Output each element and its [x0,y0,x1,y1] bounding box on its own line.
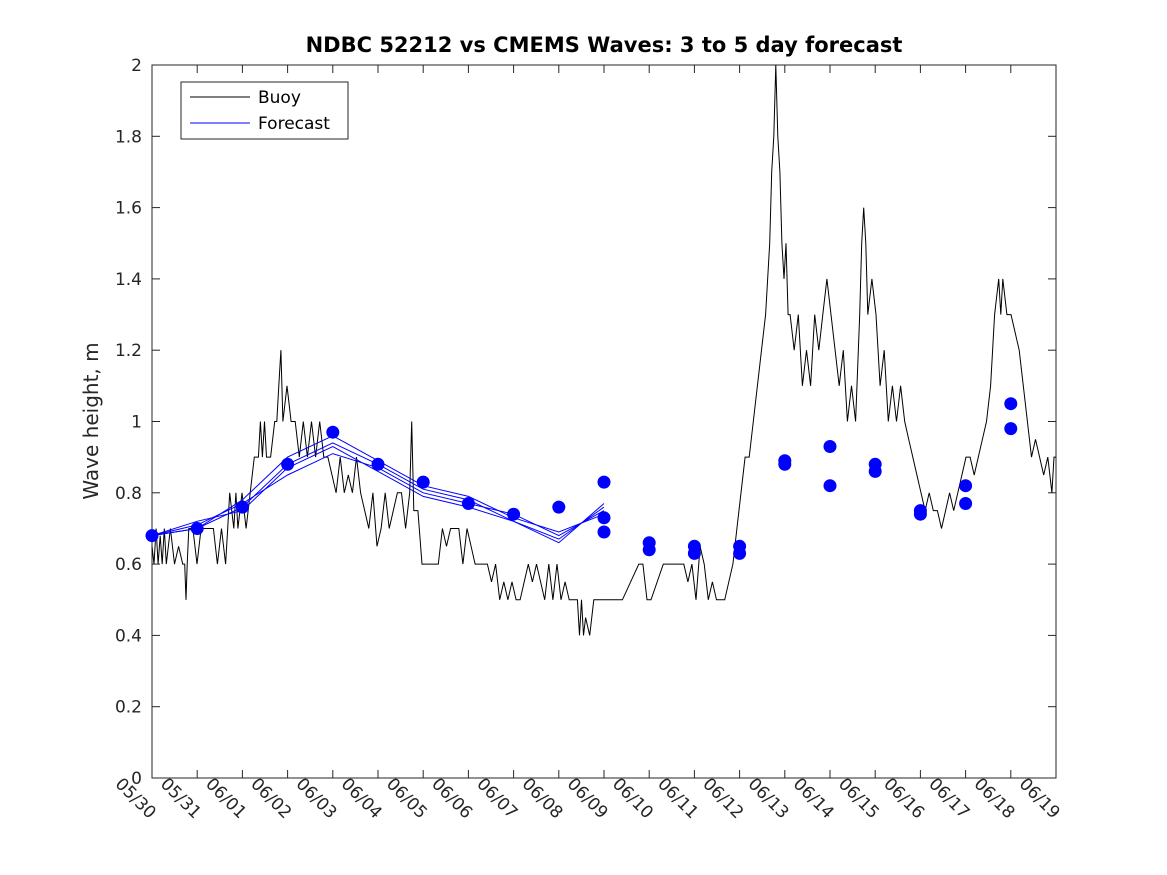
y-tick-label: 1.2 [115,341,142,361]
forecast-point [416,475,430,489]
forecast-point [687,546,701,560]
y-tick-label: 2 [131,56,142,76]
chart-title: NDBC 52212 vs CMEMS Waves: 3 to 5 day fo… [306,33,903,57]
forecast-point [733,546,747,560]
legend-forecast-label: Forecast [258,114,330,134]
forecast-point [235,500,249,514]
y-tick-label: 0.6 [115,555,142,575]
y-tick-label: 0 [131,769,142,789]
forecast-point [959,479,973,493]
forecast-point [913,507,927,521]
forecast-point [371,457,385,471]
y-tick-label: 0.2 [115,698,142,718]
y-tick-label: 1 [131,413,142,433]
y-tick-label: 1.4 [115,270,142,290]
series-layer [145,64,1056,636]
forecast-point [778,457,792,471]
forecast-series-line [151,445,605,544]
forecast-point [507,507,521,521]
forecast-point [190,522,204,535]
y-tick-label: 1.8 [115,127,142,147]
forecast-point [145,529,159,543]
forecast-point [552,500,566,514]
forecast-point [597,525,611,539]
y-ticks: 0 0.2 0.4 0.6 0.8 1 1.2 1.4 1.6 1.8 2 [115,56,1056,789]
y-tick-label: 0.4 [115,626,142,646]
forecast-point [1004,422,1018,436]
forecast-point [597,475,611,489]
y-tick-label: 1.6 [115,199,142,219]
forecast-point [597,511,611,525]
buoy-series-line [151,64,1056,636]
forecast-point [281,457,295,471]
legend: Buoy Forecast [180,81,349,140]
forecast-point [823,479,837,493]
forecast-point [959,497,973,510]
legend-box [180,81,349,140]
forecast-point [823,440,837,453]
y-axis-label: Wave height, m [79,342,103,499]
forecast-point [868,464,882,478]
forecast-point [326,425,340,439]
forecast-point [461,497,475,510]
y-tick-label: 0.8 [115,484,142,504]
forecast-point [642,543,656,557]
legend-buoy-label: Buoy [258,88,301,108]
forecast-point [1004,397,1018,411]
